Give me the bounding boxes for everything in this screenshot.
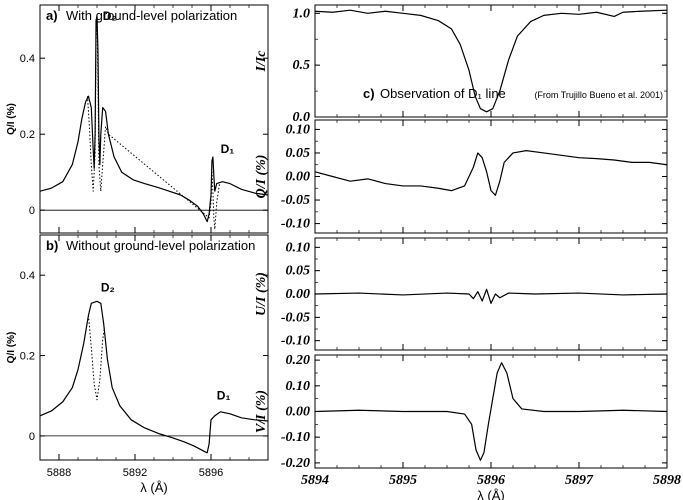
y-tick-label: -0.05 bbox=[281, 310, 310, 325]
panel-title: With ground-level polarization bbox=[66, 8, 237, 23]
y-tick-label: 0.4 bbox=[20, 270, 35, 282]
y-tick-label: 0.05 bbox=[286, 264, 311, 279]
x-tick-label: 5895 bbox=[389, 473, 417, 488]
y-tick-label: 0.00 bbox=[286, 405, 311, 420]
source-annotation: (From Trujillo Bueno et al. 2001) bbox=[534, 90, 663, 100]
y-tick-label: 0.5 bbox=[293, 58, 311, 73]
panel-label: a) bbox=[46, 8, 58, 23]
plot-frame bbox=[39, 4, 269, 234]
y-axis-label: Q/I (%) bbox=[6, 332, 17, 364]
panel-c3: -0.10 -0.05 0.00 0.05 0.10 U/I (%) bbox=[254, 237, 668, 351]
plot-frame bbox=[314, 119, 668, 234]
line-label: D₂ bbox=[101, 280, 115, 294]
y-tick-label: 0.10 bbox=[286, 240, 311, 255]
y-tick-label: 0.10 bbox=[286, 379, 311, 394]
x-axis-label: λ (Å) bbox=[140, 480, 167, 495]
line-label: D₂ bbox=[103, 9, 117, 23]
y-tick-label: 0.10 bbox=[286, 122, 311, 137]
plot-frame bbox=[39, 234, 269, 461]
y-tick-label: -0.10 bbox=[281, 430, 310, 445]
y-axis-label: U/I (%) bbox=[254, 272, 269, 316]
x-tick-label: 5896 bbox=[477, 473, 505, 488]
panel-b: 0 0.2 0.4 5888 5892 5896 Q/I (%) λ (Å) b) Without… bbox=[6, 234, 269, 495]
panel-label: c) bbox=[363, 86, 375, 101]
y-tick-label: 0.00 bbox=[286, 170, 311, 185]
x-tick-label: 5888 bbox=[47, 467, 71, 479]
panel-title: Without ground-level polarization bbox=[66, 238, 255, 253]
series-line-solid bbox=[314, 288, 668, 304]
x-tick-label: 5896 bbox=[199, 467, 223, 479]
y-tick-label: 0.0 bbox=[293, 110, 311, 125]
series-line-solid bbox=[314, 9, 668, 113]
y-tick-label: 0 bbox=[29, 431, 35, 443]
y-tick-label: 0.2 bbox=[20, 351, 35, 363]
x-axis-label: λ (Å) bbox=[477, 488, 504, 500]
y-tick-label: 0.00 bbox=[286, 287, 311, 302]
y-tick-label: 0 bbox=[29, 205, 35, 217]
y-tick-label: 0.4 bbox=[20, 53, 35, 65]
x-tick-label: 5892 bbox=[123, 467, 147, 479]
y-axis-label: Q/I (%) bbox=[254, 155, 269, 199]
series-line-solid bbox=[39, 15, 269, 223]
x-tick-label: 5894 bbox=[301, 473, 329, 488]
series-line-solid bbox=[314, 362, 668, 461]
y-tick-label: 0.20 bbox=[286, 353, 311, 368]
x-tick-label: 5898 bbox=[653, 473, 681, 488]
panel-c1: 0.0 0.5 1.0 I/Ic c) Observation of D₁ line (Fr… bbox=[254, 4, 668, 125]
series-line-solid bbox=[39, 300, 269, 454]
x-tick-label: 5897 bbox=[565, 473, 594, 488]
y-axis-label: I/Ic bbox=[254, 50, 269, 73]
panel-label: b) bbox=[46, 238, 58, 253]
y-tick-label: -0.05 bbox=[281, 193, 310, 208]
y-tick-label: 1.0 bbox=[293, 6, 311, 21]
panel-c4: -0.20 -0.10 0.00 0.10 0.20 5894 5895 5896 5897 58… bbox=[254, 353, 681, 500]
panel-title: Observation of D₁ line bbox=[380, 86, 506, 101]
series-line-dotted bbox=[87, 315, 106, 401]
y-axis-label: V/I (%) bbox=[254, 390, 269, 433]
y-tick-label: 0.05 bbox=[286, 146, 311, 161]
panel-c2: -0.10 -0.05 0.00 0.05 0.10 Q/I (%) bbox=[254, 119, 668, 234]
y-tick-label: -0.10 bbox=[281, 217, 310, 232]
panel-a: 0 0.2 0.4 Q/I (%) a) With ground-level polari… bbox=[6, 4, 269, 234]
y-tick-label: 0.2 bbox=[20, 129, 35, 141]
line-label: D₁ bbox=[217, 389, 231, 403]
series-line-solid bbox=[314, 150, 668, 196]
line-label: D₁ bbox=[221, 142, 235, 156]
y-tick-label: -0.10 bbox=[281, 334, 310, 349]
y-axis-label: Q/I (%) bbox=[6, 103, 17, 135]
y-tick-label: -0.20 bbox=[281, 456, 310, 471]
